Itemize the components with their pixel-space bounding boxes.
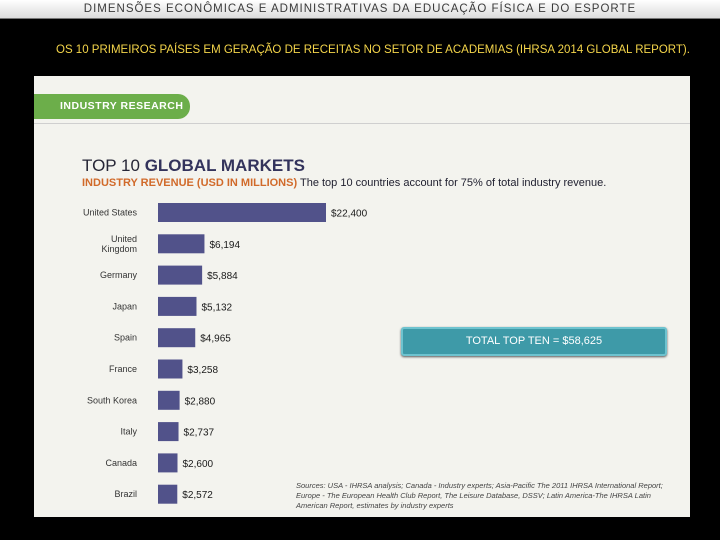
total-top-ten-label: TOTAL TOP TEN = $58,625	[465, 335, 603, 347]
slide-header-bar: DIMENSÕES ECONÔMICAS E ADMINISTRATIVAS D…	[0, 0, 720, 19]
value-label-2: $5,884	[207, 271, 238, 282]
value-label-6: $2,880	[185, 396, 216, 407]
slide-caption: OS 10 PRIMEIROS PAÍSES EM GERAÇÃO DE REC…	[56, 44, 690, 56]
value-label-4: $4,965	[200, 334, 231, 345]
bar-4	[158, 328, 196, 348]
value-label-8: $2,600	[183, 459, 214, 470]
sources-note: Sources: USA - IHRSA analysis; Canada - …	[296, 481, 663, 510]
top-ten-bar-chart: United States $22,400 United Kingdom $6,194 G…	[83, 203, 368, 504]
bar-9	[158, 484, 178, 504]
category-label-8: Canada	[105, 458, 137, 468]
category-label-6: South Korea	[87, 395, 137, 405]
chart-title: TOP 10 GLOBAL MARKETS	[82, 156, 305, 176]
bar-5	[158, 359, 183, 379]
value-label-5: $3,258	[187, 365, 218, 376]
badge-label: INDUSTRY RESEARCH	[60, 100, 184, 112]
bar-6	[158, 390, 180, 410]
value-label-3: $5,132	[201, 302, 232, 313]
value-label-1: $6,194	[209, 240, 240, 251]
category-label-3: Japan	[112, 301, 137, 311]
bar-0	[158, 203, 326, 222]
chart-title-main: GLOBAL MARKETS	[144, 156, 305, 175]
category-label-4: Spain	[114, 333, 137, 343]
bar-2	[158, 265, 203, 285]
value-label-7: $2,737	[184, 428, 215, 439]
value-label-0: $22,400	[331, 209, 368, 220]
category-label-5: France	[109, 364, 137, 374]
bar-8	[158, 453, 178, 473]
category-label-2: Germany	[100, 270, 138, 280]
industry-research-badge: INDUSTRY RESEARCH	[34, 94, 190, 119]
chart-subtitle-label: INDUSTRY REVENUE (USD IN MILLIONS)	[82, 177, 298, 189]
bar-3	[158, 296, 197, 316]
bar-7	[158, 422, 179, 442]
chart-title-prefix: TOP 10	[82, 156, 140, 175]
chart-subtitle-text: The top 10 countries account for 75% of …	[299, 177, 607, 189]
header-divider	[34, 123, 690, 124]
total-top-ten-box: TOTAL TOP TEN = $58,625	[401, 327, 667, 356]
bar-1	[158, 234, 205, 254]
slide-header-title: DIMENSÕES ECONÔMICAS E ADMINISTRATIVAS D…	[83, 3, 637, 15]
category-label-1: United Kingdom	[101, 234, 137, 254]
value-label-9: $2,572	[182, 490, 213, 501]
category-label-7: Italy	[120, 427, 137, 437]
report-image-panel: INDUSTRY RESEARCH TOP 10 GLOBAL MARKETS …	[34, 76, 690, 517]
category-label-9: Brazil	[114, 489, 137, 499]
chart-subtitle: INDUSTRY REVENUE (USD IN MILLIONS) The t…	[82, 177, 606, 189]
category-label-0: United States	[83, 208, 138, 218]
